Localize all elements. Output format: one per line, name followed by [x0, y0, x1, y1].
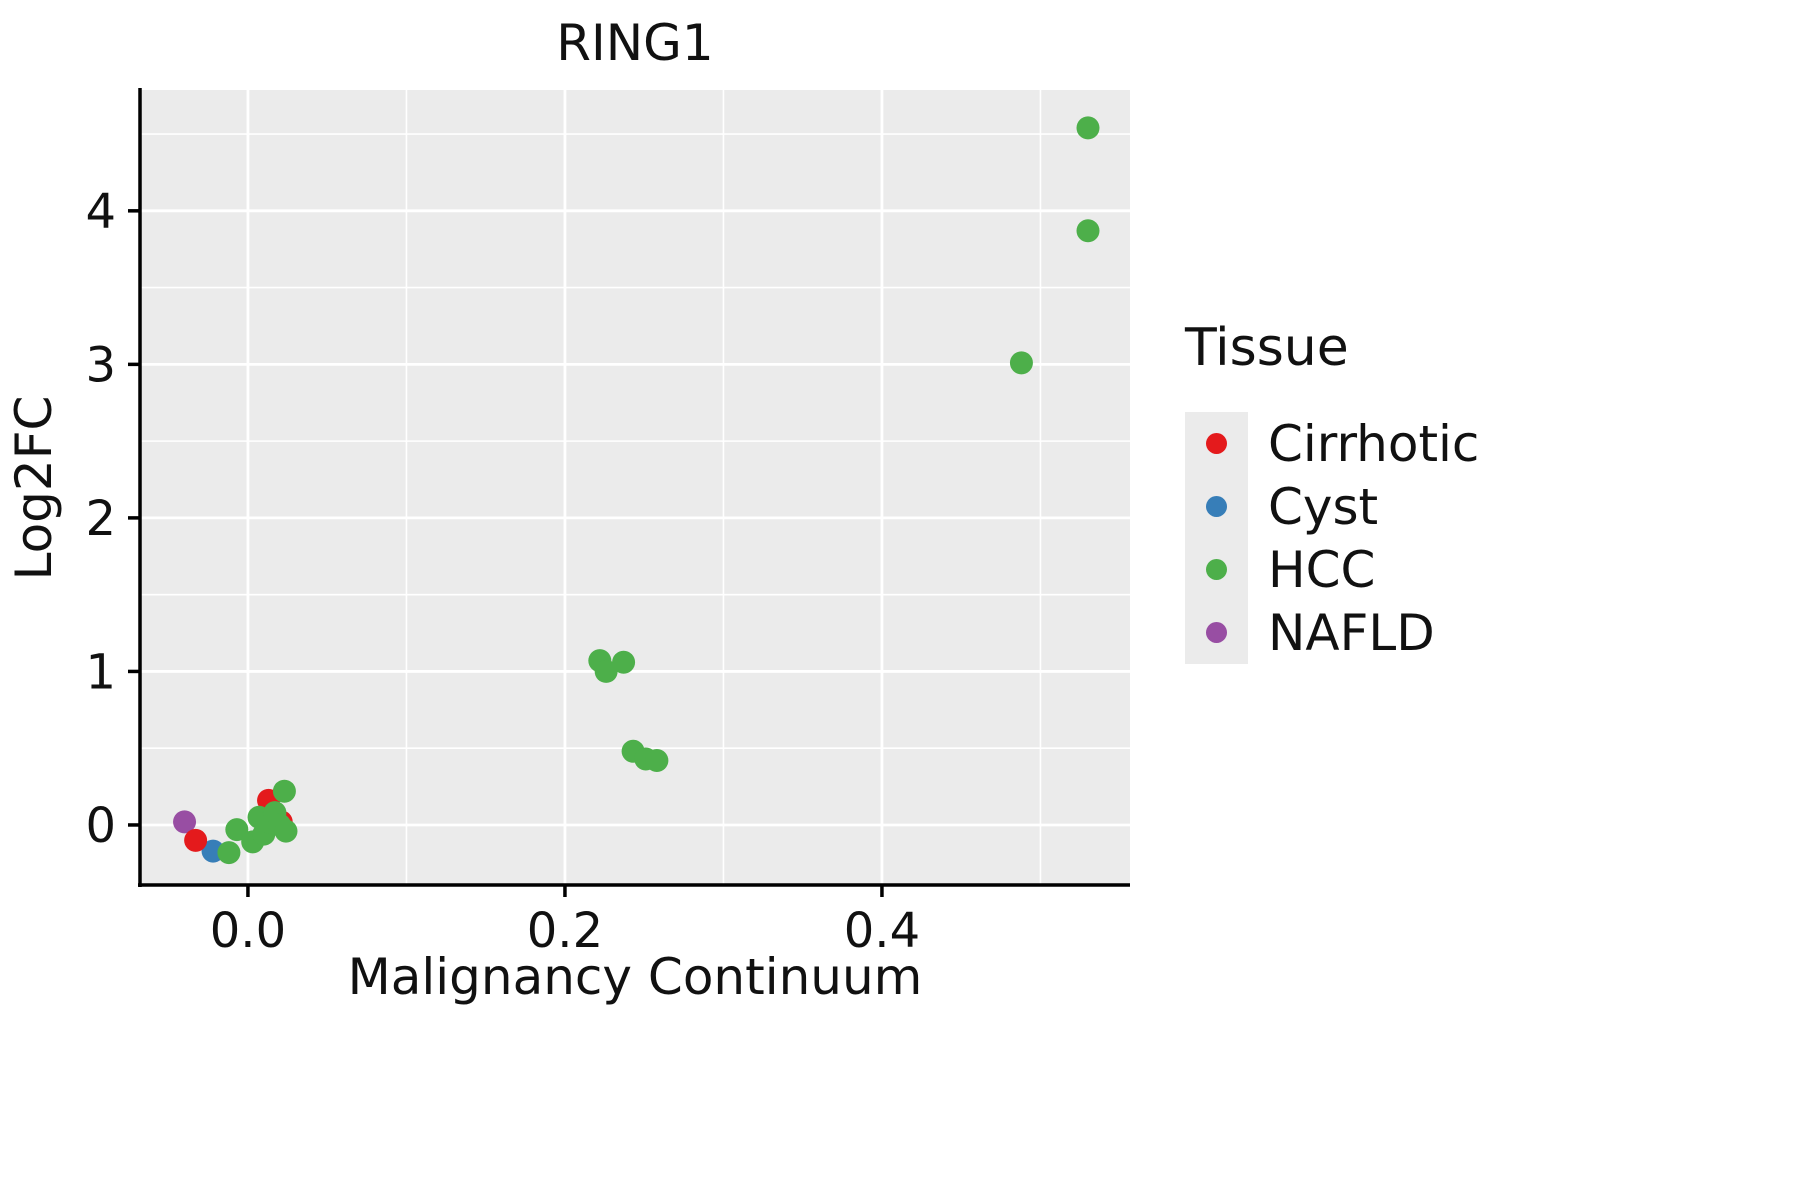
chart-title: RING1: [556, 14, 714, 72]
cyst-dot-icon: [1206, 496, 1227, 517]
legend-item-label: NAFLD: [1268, 603, 1435, 662]
y-tick-label: 0: [85, 798, 116, 854]
y-tick-label: 2: [85, 491, 116, 547]
data-point-hcc: [612, 650, 636, 674]
legend: Tissue Cirrhotic Cyst HCC NAFLD: [1185, 318, 1479, 664]
plot-panel: [140, 90, 1130, 885]
x-axis-label: Malignancy Continuum: [347, 948, 923, 1006]
legend-item-hcc: HCC: [1185, 538, 1479, 601]
legend-item-nafld: NAFLD: [1185, 601, 1479, 664]
data-point-hcc: [217, 841, 241, 865]
data-point-cirrhotic: [184, 828, 208, 852]
data-point-hcc: [1076, 219, 1100, 243]
legend-key: [1185, 475, 1248, 538]
data-point-hcc: [1076, 116, 1100, 140]
data-point-hcc: [645, 748, 669, 772]
legend-item-label: HCC: [1268, 540, 1376, 599]
data-point-hcc: [225, 818, 249, 842]
legend-key: [1185, 412, 1248, 475]
hcc-dot-icon: [1206, 559, 1227, 580]
x-tick-label: 0.0: [210, 903, 286, 959]
data-point-nafld: [173, 810, 197, 834]
legend-item-cyst: Cyst: [1185, 475, 1479, 538]
data-point-hcc: [594, 659, 618, 683]
x-tick-label: 0.2: [527, 903, 603, 959]
x-tick-label: 0.4: [844, 903, 920, 959]
legend-item-cirrhotic: Cirrhotic: [1185, 412, 1479, 475]
legend-item-label: Cyst: [1268, 477, 1379, 536]
legend-title: Tissue: [1185, 318, 1349, 378]
y-tick-label: 3: [85, 337, 116, 393]
data-point-hcc: [274, 819, 298, 843]
legend-key: [1185, 538, 1248, 601]
legend-item-label: Cirrhotic: [1268, 414, 1480, 473]
legend-key: [1185, 601, 1248, 664]
data-point-hcc: [1009, 351, 1033, 375]
nafld-dot-icon: [1206, 622, 1227, 643]
y-tick-label: 4: [85, 184, 116, 240]
y-tick-label: 1: [85, 644, 116, 700]
data-point-hcc: [272, 779, 296, 803]
cirrhotic-dot-icon: [1206, 433, 1227, 454]
